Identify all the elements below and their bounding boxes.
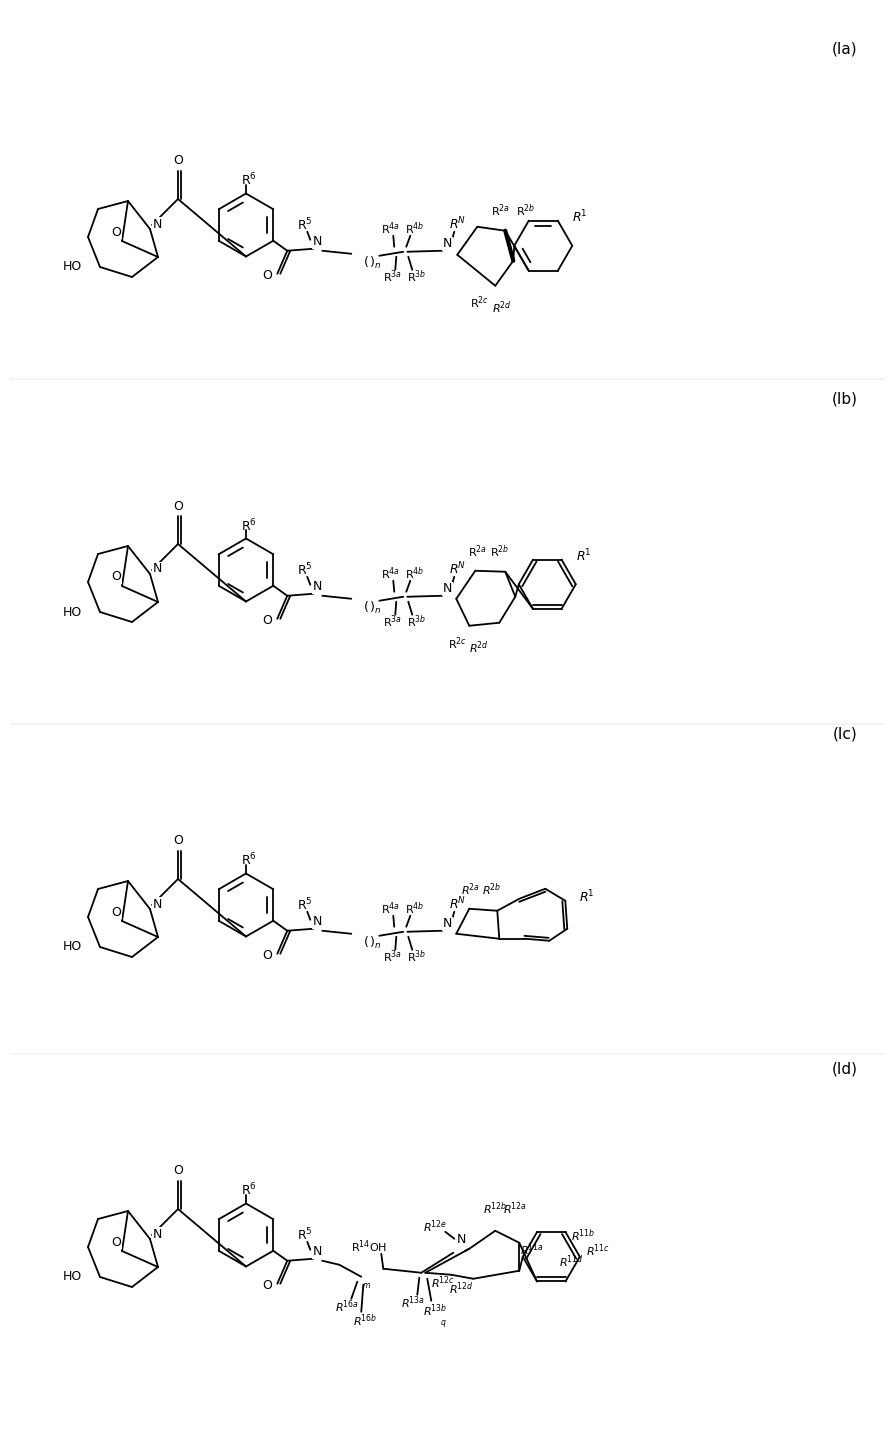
Text: ($\,$)$_n$: ($\,$)$_n$ xyxy=(363,600,382,616)
Text: R$^{2b}$: R$^{2b}$ xyxy=(515,203,535,219)
Text: N: N xyxy=(312,1245,322,1258)
Text: R$^{16b}$: R$^{16b}$ xyxy=(353,1312,377,1330)
Text: R$^{4b}$: R$^{4b}$ xyxy=(404,566,424,581)
Text: O: O xyxy=(262,614,272,627)
Text: R$^6$: R$^6$ xyxy=(240,517,257,534)
Text: R$^{12b}$: R$^{12b}$ xyxy=(483,1200,507,1217)
Text: R$^5$: R$^5$ xyxy=(297,561,313,578)
Text: R$^5$: R$^5$ xyxy=(297,216,313,233)
Text: N: N xyxy=(443,237,451,250)
Text: HO: HO xyxy=(63,260,82,273)
Text: (Ic): (Ic) xyxy=(831,727,856,741)
Text: R$^{11a}$: R$^{11a}$ xyxy=(519,1242,544,1258)
Text: O: O xyxy=(111,226,121,239)
Text: R$^{3a}$: R$^{3a}$ xyxy=(383,613,401,630)
Text: (Id): (Id) xyxy=(831,1062,857,1076)
Text: R$^N$: R$^N$ xyxy=(448,895,465,912)
Text: R$^{3a}$: R$^{3a}$ xyxy=(383,269,401,285)
Text: R$^{2b}$: R$^{2b}$ xyxy=(481,882,501,898)
Text: R$^1$: R$^1$ xyxy=(578,888,595,905)
Text: O: O xyxy=(173,499,182,512)
Text: R$^{2a}$: R$^{2a}$ xyxy=(460,882,479,898)
Text: HO: HO xyxy=(63,941,82,954)
Text: R$^{12d}$: R$^{12d}$ xyxy=(449,1281,473,1297)
Text: R$^{12e}$: R$^{12e}$ xyxy=(423,1219,447,1235)
Text: O: O xyxy=(262,269,272,282)
Text: R$^1$: R$^1$ xyxy=(575,547,590,564)
Text: $_q$: $_q$ xyxy=(440,1318,446,1331)
Text: R$^{2a}$: R$^{2a}$ xyxy=(468,544,486,560)
Text: N: N xyxy=(443,917,451,930)
Text: R$^{2d}$: R$^{2d}$ xyxy=(492,299,511,317)
Text: R$^5$: R$^5$ xyxy=(297,1226,313,1243)
Text: R$^{3b}$: R$^{3b}$ xyxy=(406,613,426,630)
Text: R$^{2c}$: R$^{2c}$ xyxy=(469,295,488,311)
Text: R$^{16a}$: R$^{16a}$ xyxy=(335,1298,358,1315)
Text: N: N xyxy=(152,563,162,576)
Text: R$^N$: R$^N$ xyxy=(448,560,465,577)
Text: N: N xyxy=(443,583,451,596)
Text: R$^1$: R$^1$ xyxy=(571,209,586,224)
Text: $_m$: $_m$ xyxy=(362,1281,371,1291)
Text: R$^{11d}$: R$^{11d}$ xyxy=(559,1253,583,1269)
Text: O: O xyxy=(173,835,182,848)
Text: R$^{12a}$: R$^{12a}$ xyxy=(502,1200,527,1217)
Text: R$^{13b}$: R$^{13b}$ xyxy=(423,1302,447,1320)
Text: R$^{4b}$: R$^{4b}$ xyxy=(404,901,424,917)
Text: R$^{3b}$: R$^{3b}$ xyxy=(406,948,426,966)
Text: O: O xyxy=(262,950,272,963)
Text: N: N xyxy=(152,217,162,230)
Text: R$^{4a}$: R$^{4a}$ xyxy=(380,220,400,237)
Text: N: N xyxy=(312,580,322,593)
Text: R$^{2c}$: R$^{2c}$ xyxy=(447,636,467,652)
Text: (Ib): (Ib) xyxy=(831,391,857,406)
Text: R$^{3a}$: R$^{3a}$ xyxy=(383,948,401,966)
Text: O: O xyxy=(173,154,182,167)
Text: O: O xyxy=(173,1164,182,1177)
Text: R$^{12c}$: R$^{12c}$ xyxy=(431,1275,455,1291)
Text: R$^{11c}$: R$^{11c}$ xyxy=(586,1242,609,1259)
Text: N: N xyxy=(456,1233,466,1246)
Text: ($\,$)$_n$: ($\,$)$_n$ xyxy=(363,935,382,951)
Text: R$^N$: R$^N$ xyxy=(448,216,465,232)
Text: R$^6$: R$^6$ xyxy=(240,173,257,189)
Text: R$^{11b}$: R$^{11b}$ xyxy=(570,1227,595,1245)
Text: ($\,$)$_n$: ($\,$)$_n$ xyxy=(363,255,382,271)
Text: R$^{13a}$: R$^{13a}$ xyxy=(401,1295,425,1311)
Text: O: O xyxy=(111,570,121,583)
Text: R$^6$: R$^6$ xyxy=(240,1183,257,1199)
Text: N: N xyxy=(152,898,162,911)
Text: O: O xyxy=(111,1236,121,1249)
Text: R$^6$: R$^6$ xyxy=(240,852,257,869)
Text: N: N xyxy=(312,235,322,249)
Text: R$^{2a}$: R$^{2a}$ xyxy=(490,203,510,219)
Text: R$^{4a}$: R$^{4a}$ xyxy=(380,901,400,917)
Text: HO: HO xyxy=(63,1271,82,1284)
Text: R$^{2b}$: R$^{2b}$ xyxy=(489,544,509,560)
Text: R$^{4b}$: R$^{4b}$ xyxy=(404,220,424,237)
Text: R$^{3b}$: R$^{3b}$ xyxy=(406,269,426,285)
Text: R$^{2d}$: R$^{2d}$ xyxy=(468,639,489,656)
Text: R$^5$: R$^5$ xyxy=(297,896,313,914)
Text: O: O xyxy=(262,1279,272,1292)
Text: O: O xyxy=(111,905,121,918)
Text: R$^{14}$OH: R$^{14}$OH xyxy=(350,1239,387,1255)
Text: N: N xyxy=(312,915,322,928)
Text: (Ia): (Ia) xyxy=(831,42,856,56)
Text: HO: HO xyxy=(63,606,82,619)
Text: R$^{4a}$: R$^{4a}$ xyxy=(380,566,400,581)
Text: N: N xyxy=(152,1227,162,1240)
